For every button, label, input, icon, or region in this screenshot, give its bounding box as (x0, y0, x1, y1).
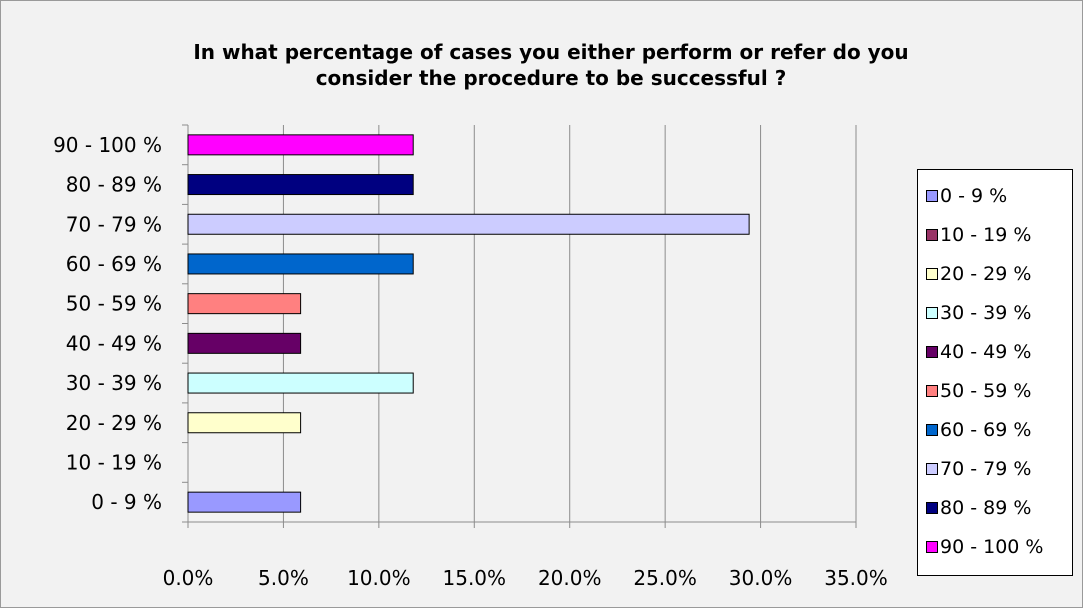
x-tick-label: 20.0% (538, 566, 602, 590)
y-tick-label: 70 - 79 % (66, 212, 162, 236)
x-tick-label: 0.0% (163, 566, 214, 590)
bar (187, 372, 414, 394)
legend-item: 50 - 59 % (918, 371, 1072, 410)
y-tick-label: 60 - 69 % (66, 252, 162, 276)
y-tick-label: 50 - 59 % (66, 292, 162, 316)
legend-swatch (926, 189, 938, 202)
legend-swatch (926, 267, 938, 280)
legend-label: 30 - 39 % (940, 301, 1032, 324)
y-tick-label: 20 - 29 % (66, 411, 162, 435)
bar (187, 213, 750, 235)
legend-item: 60 - 69 % (918, 410, 1072, 449)
chart-title-line-2: consider the procedure to be successful … (315, 66, 787, 90)
legend-swatch (926, 423, 938, 436)
legend-label: 50 - 59 % (940, 379, 1032, 402)
legend-label: 70 - 79 % (940, 457, 1032, 480)
y-tick-label: 0 - 9 % (91, 490, 162, 514)
legend-item: 30 - 39 % (918, 293, 1072, 332)
legend-label: 10 - 19 % (940, 223, 1032, 246)
bar (187, 491, 302, 513)
legend-swatch (926, 345, 938, 358)
legend-label: 90 - 100 % (940, 535, 1044, 558)
bar (187, 332, 302, 354)
x-tick-label: 15.0% (443, 566, 507, 590)
x-tick-label: 25.0% (633, 566, 697, 590)
bar (187, 253, 414, 275)
y-tick-label: 80 - 89 % (66, 173, 162, 197)
x-tick-label: 35.0% (824, 566, 888, 590)
y-tick-label: 90 - 100 % (53, 133, 162, 157)
x-tick-label: 10.0% (347, 566, 411, 590)
legend-label: 0 - 9 % (940, 184, 1008, 207)
legend-label: 80 - 89 % (940, 496, 1032, 519)
legend: 0 - 9 % 10 - 19 % 20 - 29 % 30 - 39 % 40 - 4… (917, 169, 1073, 576)
legend-item: 90 - 100 % (918, 527, 1072, 566)
y-tick-label: 40 - 49 % (66, 331, 162, 355)
legend-item: 0 - 9 % (918, 176, 1072, 215)
x-tick-label: 5.0% (258, 566, 309, 590)
legend-swatch (926, 228, 938, 241)
bar (187, 293, 302, 315)
legend-swatch (926, 306, 938, 319)
bar (187, 412, 302, 434)
legend-label: 40 - 49 % (940, 340, 1032, 363)
legend-label: 60 - 69 % (940, 418, 1032, 441)
chart-title: In what percentage of cases you either p… (121, 39, 981, 91)
x-tick-label: 30.0% (729, 566, 793, 590)
y-tick-label: 10 - 19 % (66, 450, 162, 474)
legend-swatch (926, 384, 938, 397)
legend-item: 40 - 49 % (918, 332, 1072, 371)
chart-title-line-1: In what percentage of cases you either p… (193, 40, 909, 64)
legend-swatch (926, 501, 938, 514)
bar (187, 174, 414, 196)
legend-item: 80 - 89 % (918, 488, 1072, 527)
legend-swatch (926, 462, 938, 475)
legend-label: 20 - 29 % (940, 262, 1032, 285)
bar (187, 134, 414, 156)
y-tick-label: 30 - 39 % (66, 371, 162, 395)
legend-item: 20 - 29 % (918, 254, 1072, 293)
legend-swatch (926, 540, 938, 553)
legend-item: 70 - 79 % (918, 449, 1072, 488)
legend-item: 10 - 19 % (918, 215, 1072, 254)
